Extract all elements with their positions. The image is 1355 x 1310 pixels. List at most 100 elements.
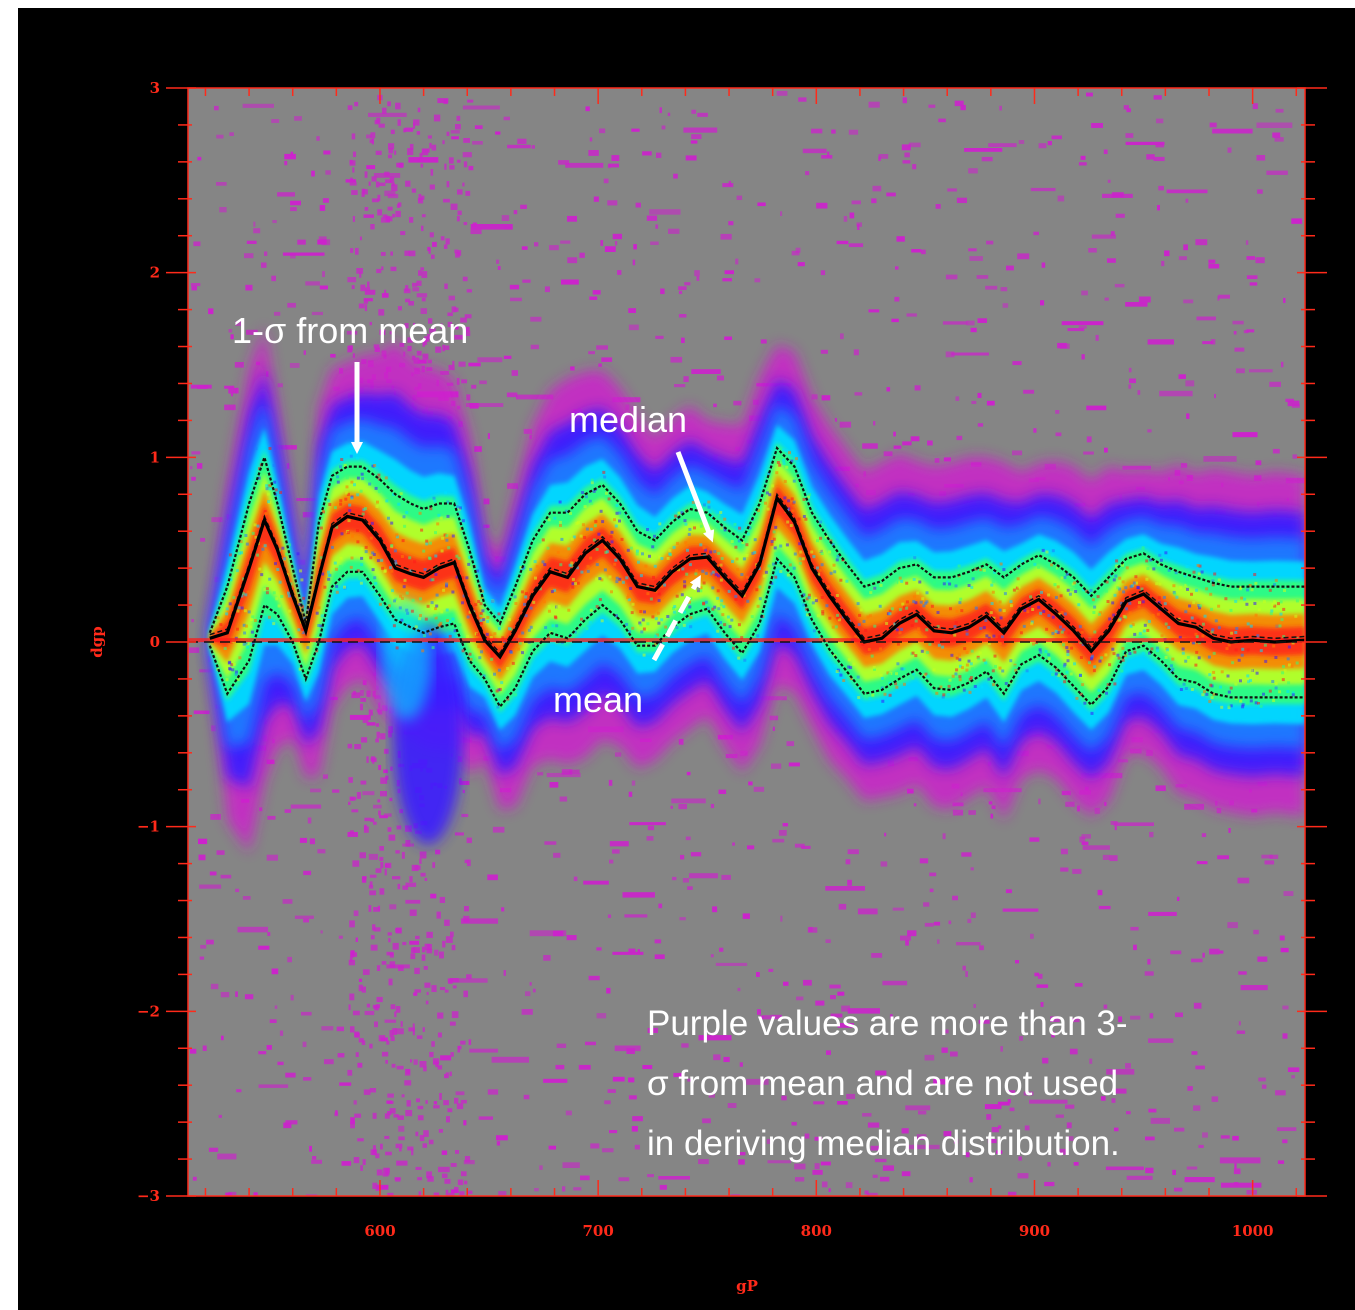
outlier-mark <box>417 107 421 113</box>
outlier-mark <box>448 157 454 164</box>
outlier-mark <box>388 148 394 154</box>
outlier-mark <box>1109 855 1118 862</box>
outlier-mark <box>908 142 921 148</box>
density-speckle-mark <box>431 646 435 650</box>
outlier-mark <box>608 779 613 786</box>
outlier-mark <box>503 970 506 976</box>
outlier-mark <box>609 1130 618 1134</box>
density-speckle-mark <box>920 649 924 653</box>
outlier-mark <box>316 136 320 141</box>
density-speckle-mark <box>1098 611 1102 615</box>
density-speckle-mark <box>796 464 800 468</box>
density-speckle-mark <box>1063 612 1067 616</box>
density-speckle-mark <box>1146 628 1150 632</box>
outlier-mark <box>412 1028 415 1036</box>
density-speckle-mark <box>557 604 561 608</box>
density-speckle-mark <box>299 569 303 573</box>
outlier-mark <box>364 289 376 295</box>
density-speckle-mark <box>890 607 894 611</box>
density-speckle-mark <box>520 590 524 594</box>
density-speckle-mark <box>723 623 727 627</box>
outlier-mark <box>906 1144 940 1150</box>
density-speckle-mark <box>816 539 819 543</box>
density-speckle-mark <box>1002 609 1006 613</box>
outlier-mark <box>1023 1091 1034 1096</box>
density-speckle-mark <box>676 541 679 545</box>
density-speckle-mark <box>1129 585 1133 589</box>
density-speckle-mark <box>1141 546 1145 550</box>
outlier-mark <box>1081 290 1088 296</box>
density-speckle-mark <box>225 615 229 618</box>
density-speckle-mark <box>645 643 649 647</box>
density-speckle-mark <box>1001 669 1005 673</box>
density-speckle-mark <box>774 575 778 579</box>
outlier-mark <box>384 869 387 876</box>
density-speckle-mark <box>298 667 302 671</box>
outlier-mark <box>461 1171 467 1177</box>
density-speckle-mark <box>1091 598 1095 602</box>
outlier-mark <box>956 435 963 441</box>
density-speckle-mark <box>296 552 300 556</box>
outlier-mark <box>896 236 905 242</box>
outlier-mark <box>902 441 912 446</box>
outlier-mark <box>339 1082 352 1086</box>
density-speckle-mark <box>997 635 1001 639</box>
density-speckle-mark <box>717 564 721 568</box>
outlier-mark <box>235 321 244 327</box>
outlier-mark <box>814 1163 820 1170</box>
density-speckle-mark <box>242 642 246 646</box>
density-speckle-mark <box>600 619 604 623</box>
density-speckle-mark <box>1245 602 1249 606</box>
density-speckle-mark <box>594 519 598 523</box>
outlier-mark <box>1103 1004 1108 1009</box>
outlier-mark <box>450 931 454 937</box>
outlier-mark <box>991 805 996 810</box>
density-speckle-mark <box>225 612 229 616</box>
density-speckle-mark <box>556 551 560 554</box>
outlier-mark <box>1202 1132 1208 1138</box>
outlier-mark <box>377 194 381 202</box>
outlier-mark <box>1005 889 1012 894</box>
density-speckle-mark <box>451 534 455 538</box>
density-speckle-mark <box>703 553 707 557</box>
outlier-mark <box>1246 1190 1257 1195</box>
outlier-mark <box>423 1130 429 1137</box>
density-speckle-mark <box>972 570 976 574</box>
density-speckle-mark <box>1240 653 1244 657</box>
outlier-mark <box>374 347 380 353</box>
outlier-mark <box>1066 1122 1072 1129</box>
density-speckle-mark <box>590 501 594 505</box>
outlier-mark <box>905 940 909 946</box>
outlier-mark <box>780 211 783 216</box>
density-speckle-mark <box>223 647 227 650</box>
outlier-mark <box>719 947 724 952</box>
outlier-mark <box>670 356 683 363</box>
density-speckle-mark <box>900 627 904 631</box>
outlier-mark <box>1149 1013 1154 1019</box>
density-speckle-mark <box>699 589 703 593</box>
density-speckle-mark <box>356 493 360 497</box>
outlier-mark <box>821 395 831 401</box>
density-speckle-mark <box>322 510 325 514</box>
density-speckle-mark <box>229 578 233 582</box>
density-speckle-mark <box>790 497 794 501</box>
density-speckle-mark <box>405 608 409 612</box>
density-speckle-mark <box>572 558 576 562</box>
density-speckle-mark <box>683 580 687 584</box>
annotation-purple-line-3: in deriving median distribution. <box>647 1124 1120 1163</box>
outlier-mark <box>1282 1033 1288 1039</box>
density-speckle-mark <box>236 627 239 631</box>
density-speckle-mark <box>1126 560 1130 564</box>
outlier-mark <box>997 1101 1010 1106</box>
density-speckle-mark <box>1097 688 1101 692</box>
outlier-mark <box>261 262 267 268</box>
density-speckle-mark <box>965 663 969 667</box>
density-speckle-mark <box>529 625 533 629</box>
outlier-mark <box>422 1027 425 1032</box>
density-speckle-mark <box>551 624 555 628</box>
density-speckle-mark <box>1279 612 1283 616</box>
outlier-mark <box>209 871 217 876</box>
outlier-mark <box>396 1160 408 1166</box>
outlier-mark <box>253 228 261 234</box>
